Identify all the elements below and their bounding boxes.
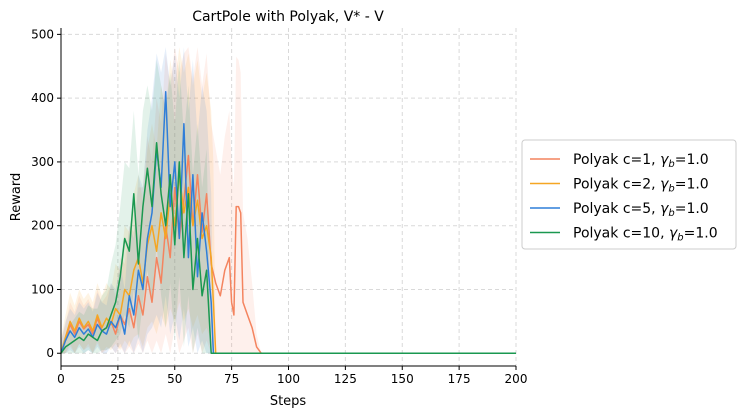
- series-band-3: [61, 47, 516, 354]
- y-ticks: 0 100 200 300 400 500: [31, 27, 61, 360]
- y-axis-title: Reward: [9, 173, 24, 221]
- chart-title: CartPole with Polyak, V* - V: [192, 9, 384, 25]
- legend-label-4: Polyak c=10, γb=1.0: [573, 226, 718, 244]
- series-band-2: [61, 47, 516, 354]
- grid: [60, 28, 517, 366]
- x-tick-label: 125: [334, 372, 357, 386]
- x-tick-label: 150: [391, 372, 414, 386]
- x-tick-label: 200: [505, 372, 528, 386]
- x-axis-title: Steps: [270, 394, 307, 409]
- y-tick-label: 400: [31, 91, 54, 105]
- y-tick-label: 300: [31, 155, 54, 169]
- x-tick-label: 75: [224, 372, 239, 386]
- series-line-1: [60, 154, 516, 354]
- confidence-bands: [61, 47, 516, 354]
- series-line-3: [60, 91, 516, 354]
- y-tick-label: 200: [31, 219, 54, 233]
- legend-label-1: Polyak c=1, γb=1.0: [573, 152, 709, 170]
- legend-label-3: Polyak c=5, γb=1.0: [573, 201, 709, 219]
- x-ticks: 0 25 50 75 100 125 150 175 200: [57, 366, 527, 386]
- x-tick-label: 50: [167, 372, 182, 386]
- series-line-4: [60, 142, 516, 354]
- y-tick-label: 100: [31, 282, 54, 296]
- x-tick-label: 100: [277, 372, 300, 386]
- x-tick-label: 175: [448, 372, 471, 386]
- series-band-4: [61, 59, 516, 354]
- legend-box: [521, 139, 737, 250]
- series-lines: [60, 91, 516, 354]
- legend: Polyak c=1, γb=1.0 Polyak c=2, γb=1.0 Poly…: [521, 139, 737, 250]
- y-tick-label: 0: [46, 346, 54, 360]
- x-tick-label: 25: [110, 372, 125, 386]
- series-band-1: [61, 47, 516, 354]
- x-tick-label: 0: [57, 372, 65, 386]
- legend-label-2: Polyak c=2, γb=1.0: [573, 177, 709, 195]
- y-tick-label: 500: [31, 27, 54, 41]
